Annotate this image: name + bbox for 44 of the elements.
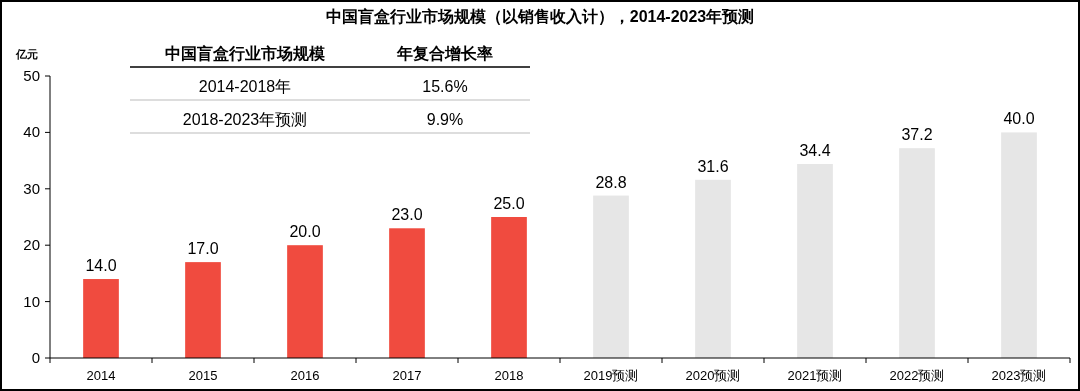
y-tick-label: 40 xyxy=(23,123,40,141)
bar xyxy=(185,262,221,358)
data-label: 23.0 xyxy=(391,206,423,224)
data-label: 37.2 xyxy=(901,126,933,144)
annotation: 15.6% xyxy=(422,78,468,95)
bar xyxy=(83,279,119,358)
bar xyxy=(593,195,629,358)
text: 中国盲盒行业市场规模 xyxy=(165,44,325,62)
bar xyxy=(797,163,833,358)
y-tick-label: 20 xyxy=(23,236,40,254)
annotation: 9.9% xyxy=(426,111,464,128)
y-axis-title: 亿元 xyxy=(15,48,38,60)
y-tick-label: 0 xyxy=(31,349,40,366)
x-tick-label: 2020预测 xyxy=(685,368,741,383)
chart-title: 中国盲盒行业市场规模（以销售收入计），2014-2023年预测 xyxy=(325,7,755,26)
data-label: 28.8 xyxy=(595,173,627,191)
x-tick-label: 2019预测 xyxy=(583,368,639,383)
y-tick-label: 30 xyxy=(23,179,40,197)
data-label: 25.0 xyxy=(493,195,525,212)
x-tick-label: 2016 xyxy=(290,368,320,383)
bar xyxy=(1001,132,1037,358)
x-tick-label: 2023预测 xyxy=(991,368,1047,383)
bar xyxy=(899,148,935,358)
data-label: 34.4 xyxy=(799,141,831,159)
text: 年复合增长率 xyxy=(396,44,493,62)
bar xyxy=(491,217,527,358)
data-label: 14.0 xyxy=(85,257,117,275)
data-label: 31.6 xyxy=(697,157,729,175)
x-tick-label: 2015 xyxy=(188,368,218,383)
bar xyxy=(287,245,323,358)
annotation: 2014-2018年 xyxy=(198,78,292,95)
x-tick-label: 2018 xyxy=(494,368,524,383)
y-tick-label: 10 xyxy=(23,292,40,310)
y-tick-label: 50 xyxy=(23,67,40,84)
bar xyxy=(695,179,731,358)
bar xyxy=(389,228,425,358)
data-label: 17.0 xyxy=(187,240,219,258)
data-label: 20.0 xyxy=(289,223,321,241)
x-tick-label: 2021预测 xyxy=(787,368,843,383)
x-tick-label: 2014 xyxy=(86,368,116,383)
x-tick-label: 2017 xyxy=(392,368,422,383)
x-tick-label: 2022预测 xyxy=(889,368,945,383)
data-label: 40.0 xyxy=(1003,110,1035,128)
annotation: 2018-2023年预测 xyxy=(182,111,308,128)
